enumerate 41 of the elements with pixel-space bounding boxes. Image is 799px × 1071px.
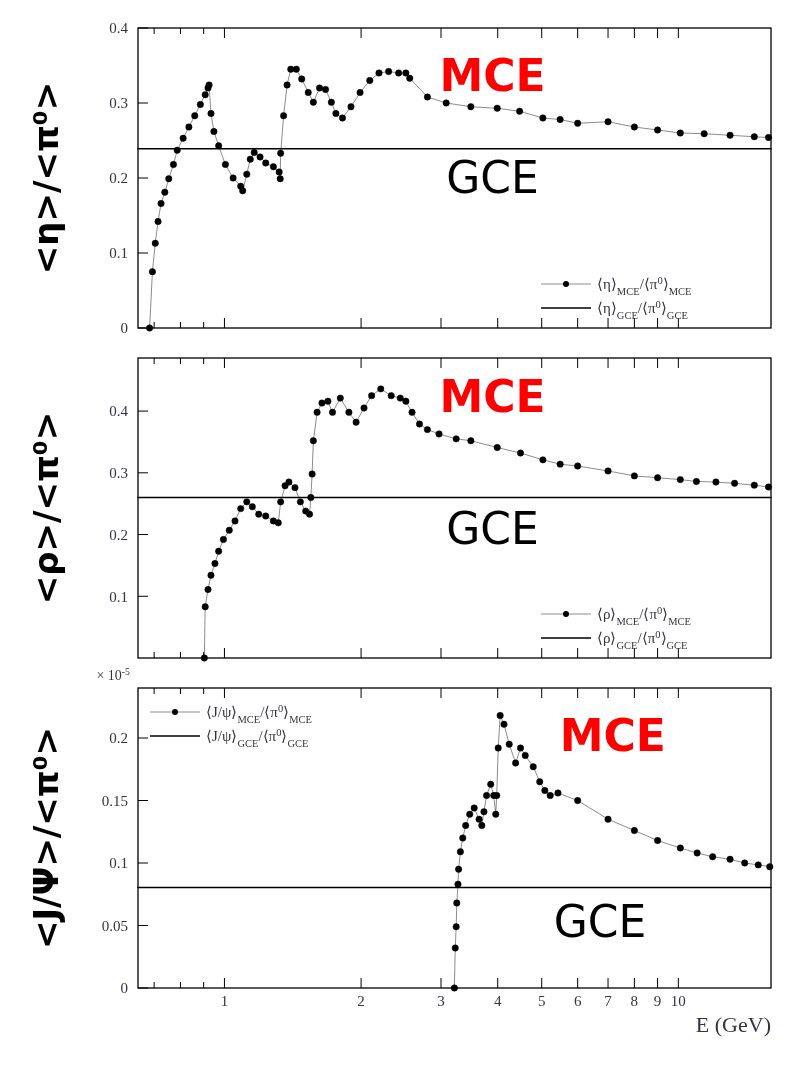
y-axis-title: <J/Ψ>/<π⁰> [26, 726, 66, 950]
x-tick-label: 5 [537, 993, 546, 1009]
legend-label: ⟨J/ψ⟩$_{GCE}$/⟨π$^{0}$⟩$_{GCE}$ [206, 726, 309, 749]
text: × 10$^{-5}$ [96, 665, 131, 683]
y-tick-label: 0.1 [109, 855, 128, 872]
x-tick-label: 6 [573, 993, 582, 1009]
y-tick-label: 0 [120, 980, 128, 997]
y-tick-label: 0.2 [109, 170, 128, 187]
annotation: MCE [439, 50, 546, 102]
annotation: MCE [559, 710, 666, 762]
y-tick-label: 0.15 [101, 792, 128, 809]
x-tick-label: 9 [653, 993, 662, 1009]
y-tick-label: 0.2 [109, 526, 128, 543]
y-tick-label: 0.2 [109, 730, 128, 747]
y-tick-label: 0.3 [109, 465, 128, 482]
x-tick-label: 3 [437, 993, 445, 1009]
y-axis-title: <η>/<π⁰> [26, 81, 66, 275]
x-tick-label: 4 [493, 993, 502, 1009]
legend-label: ⟨ρ⟩$_{GCE}$/⟨π$^{0}$⟩$_{GCE}$ [597, 628, 688, 651]
legend-label: ⟨η⟩$_{GCE}$/⟨π$^{0}$⟩$_{GCE}$ [597, 298, 688, 321]
y-tick-label: 0 [120, 320, 128, 337]
legend-label: ⟨η⟩$_{MCE}$/⟨π$^{0}$⟩$_{MCE}$ [597, 274, 692, 297]
annotation: GCE [446, 503, 539, 555]
x-tick-label: 10 [670, 993, 686, 1009]
y-tick-label: 0.05 [101, 917, 128, 934]
legend-label: ⟨ρ⟩$_{MCE}$/⟨π$^{0}$⟩$_{MCE}$ [597, 604, 692, 627]
x-axis-title: E (GeV) [695, 1012, 771, 1037]
x-tick-label: 7 [604, 993, 613, 1009]
y-axis-title: <ρ>/<π⁰> [26, 411, 66, 605]
y-tick-label: 0.3 [109, 95, 128, 112]
x-tick-label: 2 [357, 993, 365, 1009]
y-tick-label: 0.4 [109, 20, 129, 37]
annotation: MCE [439, 371, 546, 423]
y-tick-label: 0.1 [109, 588, 128, 605]
x-tick-label: 8 [630, 993, 639, 1009]
annotation: GCE [446, 152, 539, 204]
annotation: GCE [553, 896, 647, 948]
legend-label: ⟨J/ψ⟩$_{MCE}$/⟨π$^{0}$⟩$_{MCE}$ [206, 702, 312, 725]
x-tick-label: 1 [220, 993, 229, 1009]
y-tick-label: 0.4 [109, 403, 129, 420]
y-tick-label: 0.1 [109, 245, 128, 262]
